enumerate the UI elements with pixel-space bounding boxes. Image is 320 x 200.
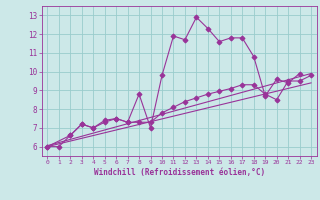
- X-axis label: Windchill (Refroidissement éolien,°C): Windchill (Refroidissement éolien,°C): [94, 168, 265, 177]
